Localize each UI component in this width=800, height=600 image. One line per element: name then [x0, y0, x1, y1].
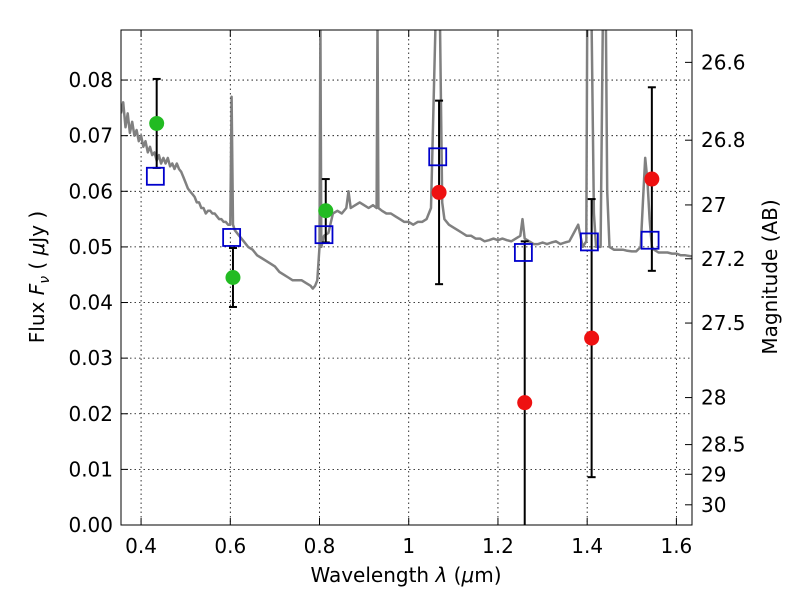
- y-tick-label-7: 0.07: [68, 124, 113, 148]
- y-tick-label-8: 0.08: [68, 68, 113, 92]
- y2-tick-label-1: 26.8: [701, 128, 746, 152]
- y-tick-label-2: 0.02: [68, 402, 113, 426]
- y-tick-label-1: 0.01: [68, 457, 113, 481]
- model-square-1: [222, 228, 242, 247]
- sed-model-line: [121, 30, 692, 290]
- model-square-4: [513, 243, 533, 262]
- x-axis-label: Wavelength λ (μm): [310, 563, 501, 587]
- y-axis-label: Flux Fν ( μJy ): [25, 211, 53, 343]
- x-tick-label-1: 0.6: [214, 534, 246, 558]
- x-tick-label-6: 1.6: [660, 534, 692, 558]
- y-tick-label-0: 0.00: [68, 513, 113, 537]
- model-square-5: [579, 232, 599, 252]
- model-square-6: [640, 230, 660, 250]
- model-square-3: [428, 147, 448, 167]
- y2-tick-label-4: 27.5: [701, 311, 746, 335]
- observed-point-0: [149, 115, 165, 131]
- error-bars: [152, 77, 656, 525]
- y-tick-label-3: 0.03: [68, 346, 113, 370]
- observed-point-5: [584, 330, 600, 346]
- y-tick-label-5: 0.05: [68, 235, 113, 259]
- y2-tick-label-0: 26.6: [701, 50, 746, 74]
- model-square-2: [314, 225, 334, 245]
- x-tick-label-0: 0.4: [125, 534, 157, 558]
- y2-tick-label-8: 30: [701, 493, 726, 517]
- y2-tick-label-3: 27.2: [701, 247, 746, 271]
- y2-tick-label-5: 28: [701, 386, 726, 410]
- y-axis-ticks: 0.00 0.01 0.02 0.03 0.04 0.05 0.06 0.07 0.08: [68, 68, 128, 537]
- y2-tick-label-2: 27: [701, 193, 726, 217]
- x-tick-label-5: 1.4: [571, 534, 603, 558]
- y-tick-label-6: 0.06: [68, 179, 113, 203]
- x-tick-label-4: 1.2: [482, 534, 514, 558]
- y2-tick-label-6: 28.5: [701, 433, 746, 457]
- model-square-0: [145, 166, 165, 186]
- plot-frame: [120, 29, 693, 526]
- y2-axis-ticks: 26.6 26.8 27 27.2 27.5 28 28.5 29 30: [685, 50, 746, 517]
- observed-point-3: [431, 184, 447, 200]
- observed-point-2: [318, 203, 334, 219]
- x-tick-label-3: 1: [402, 534, 415, 558]
- observed-point-4: [517, 395, 533, 411]
- y-tick-label-4: 0.04: [68, 291, 113, 315]
- model-photometry-markers: [145, 147, 660, 262]
- observed-point-6: [644, 171, 660, 187]
- y2-axis-label: Magnitude (AB): [758, 199, 782, 354]
- observed-photometry-markers: [149, 115, 660, 411]
- x-axis-ticks: 0.4 0.6 0.8 1 1.2 1.4 1.6: [125, 30, 692, 558]
- observed-point-1: [225, 270, 241, 285]
- y2-tick-label-7: 29: [701, 462, 726, 486]
- x-tick-label-2: 0.8: [304, 534, 336, 558]
